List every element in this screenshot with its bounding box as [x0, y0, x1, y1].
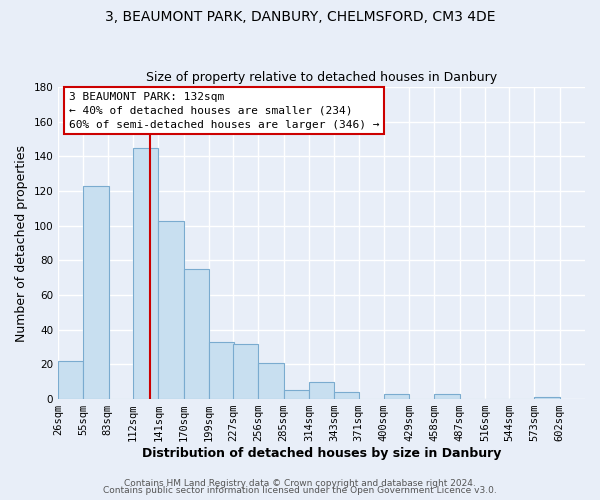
- Bar: [309, 382, 334, 399]
- Bar: [233, 344, 259, 399]
- Bar: [184, 269, 209, 399]
- Title: Size of property relative to detached houses in Danbury: Size of property relative to detached ho…: [146, 72, 497, 85]
- Text: 3, BEAUMONT PARK, DANBURY, CHELMSFORD, CM3 4DE: 3, BEAUMONT PARK, DANBURY, CHELMSFORD, C…: [105, 10, 495, 24]
- Bar: [209, 342, 234, 399]
- Bar: [434, 394, 460, 399]
- Bar: [384, 394, 409, 399]
- Text: 3 BEAUMONT PARK: 132sqm
← 40% of detached houses are smaller (234)
60% of semi-d: 3 BEAUMONT PARK: 132sqm ← 40% of detache…: [69, 92, 379, 130]
- Bar: [535, 398, 560, 399]
- Bar: [259, 362, 284, 399]
- Y-axis label: Number of detached properties: Number of detached properties: [15, 144, 28, 342]
- Text: Contains HM Land Registry data © Crown copyright and database right 2024.: Contains HM Land Registry data © Crown c…: [124, 478, 476, 488]
- Bar: [334, 392, 359, 399]
- Bar: [133, 148, 158, 399]
- Bar: [83, 186, 109, 399]
- X-axis label: Distribution of detached houses by size in Danbury: Distribution of detached houses by size …: [142, 447, 501, 460]
- Bar: [284, 390, 309, 399]
- Bar: [58, 361, 83, 399]
- Bar: [158, 220, 184, 399]
- Text: Contains public sector information licensed under the Open Government Licence v3: Contains public sector information licen…: [103, 486, 497, 495]
